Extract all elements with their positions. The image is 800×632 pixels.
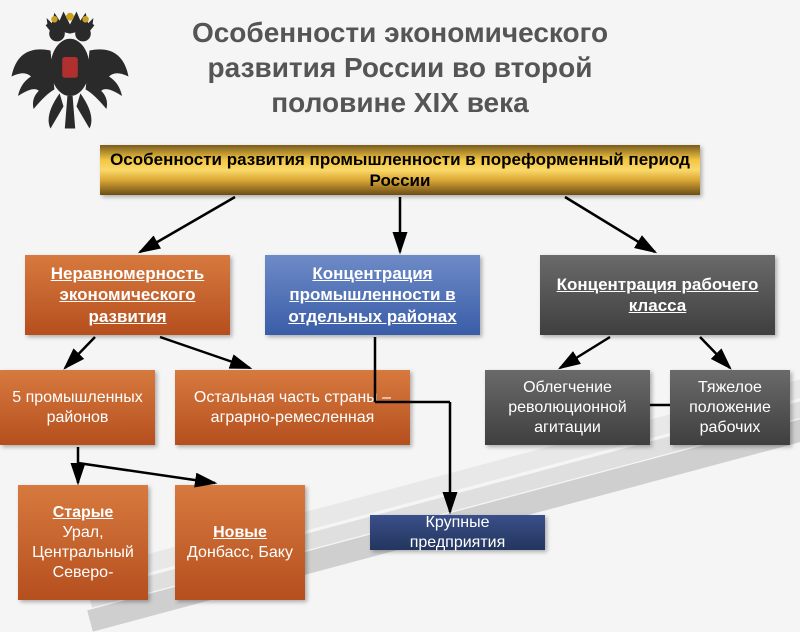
- box-new-regions: Новые Донбасс, Баку: [175, 485, 305, 600]
- branch-unevenness: Неравномерность экономического развития: [25, 255, 230, 335]
- box-old-heading: Старые: [53, 503, 114, 523]
- branch-unevenness-text: Неравномерность экономического развития: [33, 263, 222, 327]
- box-worker-conditions: Тяжелое положение рабочих: [670, 370, 790, 445]
- box-new-heading: Новые: [213, 523, 267, 543]
- branch-concentration-workers-text: Концентрация рабочего класса: [548, 274, 767, 317]
- box-large-enterprises-text: Крупные предприятия: [378, 513, 537, 553]
- box-5-regions-text: 5 промышленных районов: [8, 388, 147, 428]
- branch-concentration-workers: Концентрация рабочего класса: [540, 255, 775, 335]
- box-rest-agrarian: Остальная часть страны – аграрно-ремесле…: [175, 370, 410, 445]
- box-5-regions: 5 промышленных районов: [0, 370, 155, 445]
- box-agitation-text: Облегчение революционной агитации: [493, 378, 642, 438]
- box-large-enterprises: Крупные предприятия: [370, 515, 545, 550]
- box-old-regions: Старые Урал, Центральный Северо-: [18, 485, 148, 600]
- box-new-text: Донбасс, Баку: [187, 543, 293, 563]
- russian-eagle-emblem: [5, 5, 135, 135]
- box-old-text: Урал, Центральный Северо-: [26, 523, 140, 583]
- branch-concentration-industry-text: Концентрация промышленности в отдельных …: [273, 263, 472, 327]
- box-rest-agrarian-text: Остальная часть страны – аграрно-ремесле…: [183, 388, 402, 428]
- branch-concentration-industry: Концентрация промышленности в отдельных …: [265, 255, 480, 335]
- box-worker-conditions-text: Тяжелое положение рабочих: [678, 378, 782, 438]
- main-topic-text: Особенности развития промышленности в по…: [108, 149, 692, 192]
- main-topic-box: Особенности развития промышленности в по…: [100, 145, 700, 195]
- box-agitation: Облегчение революционной агитации: [485, 370, 650, 445]
